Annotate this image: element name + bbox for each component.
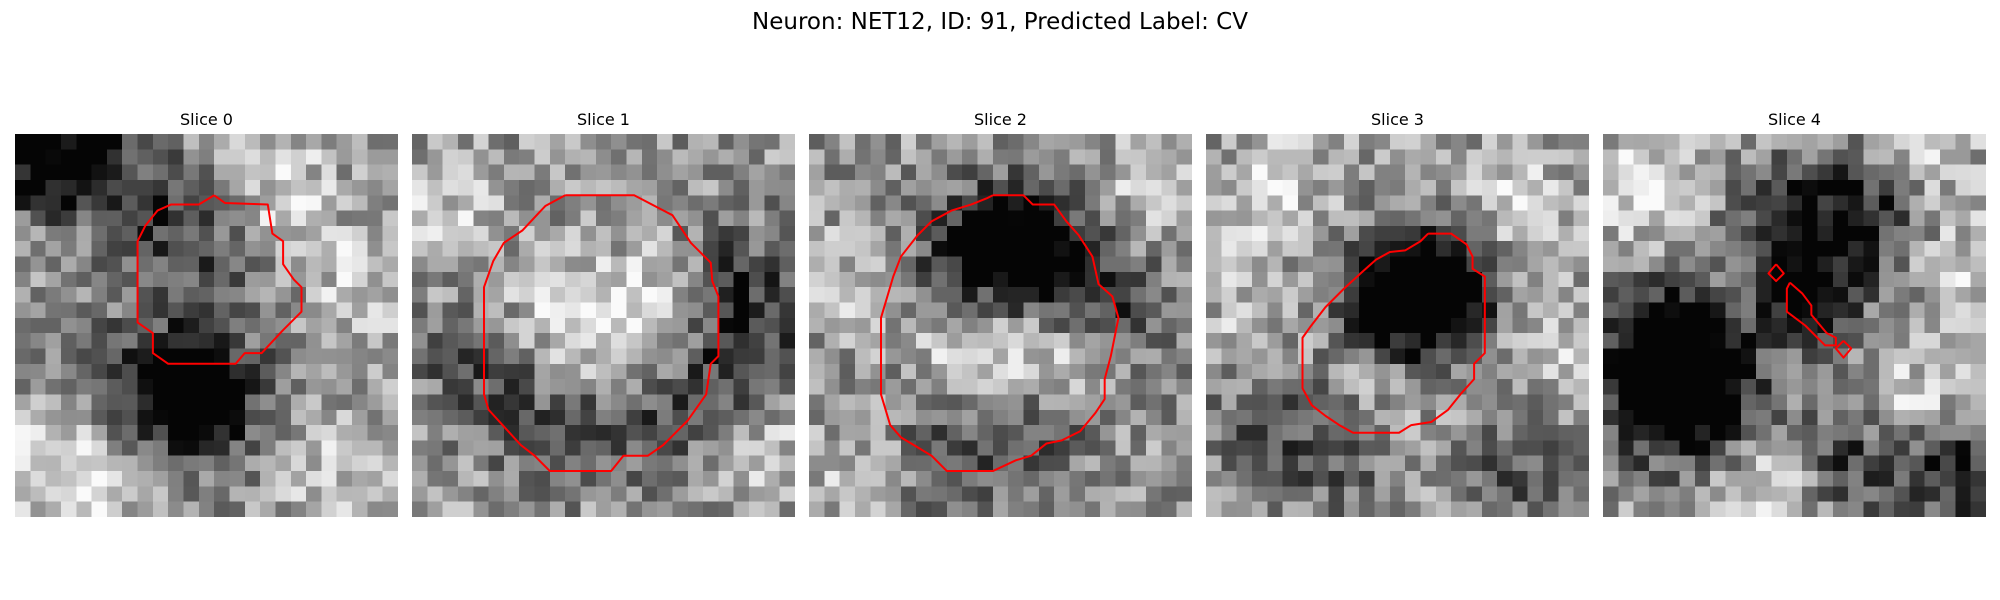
roi-contour <box>484 195 718 471</box>
slice-pixel-grid <box>1603 134 1986 517</box>
roi-contour-overlay <box>15 134 398 517</box>
slice-image <box>15 134 398 517</box>
slice-panel-3: Slice 3 <box>1206 110 1589 522</box>
slice-pixel-grid <box>412 134 795 517</box>
slice-title: Slice 0 <box>180 110 233 129</box>
slice-pixel-grid <box>809 134 1192 517</box>
roi-contour <box>1768 264 1783 281</box>
roi-contour <box>138 195 302 364</box>
slice-pixel-grid <box>1206 134 1589 517</box>
slice-title: Slice 1 <box>577 110 630 129</box>
slice-title: Slice 2 <box>974 110 1027 129</box>
slice-panel-0: Slice 0 <box>15 110 398 522</box>
roi-contour-overlay <box>1603 134 1986 517</box>
slice-pixel-grid <box>15 134 398 517</box>
roi-contour <box>1836 341 1851 358</box>
slice-title: Slice 3 <box>1371 110 1424 129</box>
roi-contour-overlay <box>1206 134 1589 517</box>
roi-contour <box>881 195 1118 471</box>
figure-title: Neuron: NET12, ID: 91, Predicted Label: … <box>752 9 1248 35</box>
slice-panel-2: Slice 2 <box>809 110 1192 522</box>
roi-contour <box>1303 234 1485 433</box>
roi-contour <box>1787 283 1836 346</box>
slice-image <box>1603 134 1986 517</box>
slice-image <box>412 134 795 517</box>
roi-contour-overlay <box>809 134 1192 517</box>
slice-title: Slice 4 <box>1768 110 1821 129</box>
slice-image <box>1206 134 1589 517</box>
slice-panel-4: Slice 4 <box>1603 110 1986 522</box>
slice-panel-1: Slice 1 <box>412 110 795 522</box>
slice-image <box>809 134 1192 517</box>
roi-contour-overlay <box>412 134 795 517</box>
